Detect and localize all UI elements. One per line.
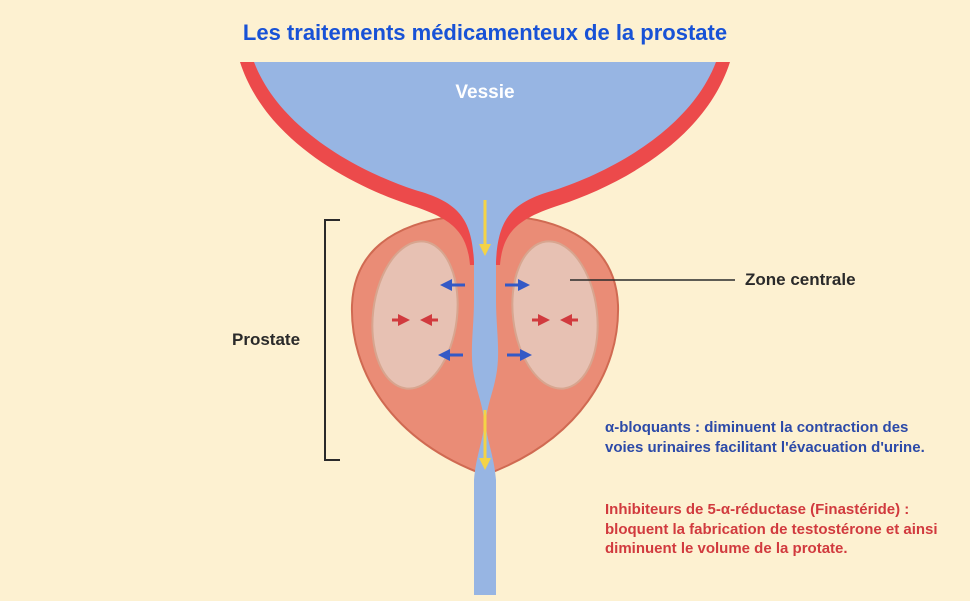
zone-centrale-label: Zone centrale [745, 270, 856, 290]
prostate-bracket [325, 220, 340, 460]
diagram-canvas: Les traitements médicamenteux de la pros… [0, 0, 970, 601]
vessie-label: Vessie [455, 82, 514, 103]
legend-alpha: α-bloquants : diminuent la contraction d… [605, 418, 945, 457]
legend-alpha-text: α-bloquants : diminuent la contraction d… [605, 419, 925, 456]
prostate-label: Prostate [232, 330, 300, 350]
legend-inhibitor: Inhibiteurs de 5-α-réductase (Finastérid… [605, 500, 945, 559]
legend-inhibitor-text: Inhibiteurs de 5-α-réductase (Finastérid… [605, 501, 938, 557]
